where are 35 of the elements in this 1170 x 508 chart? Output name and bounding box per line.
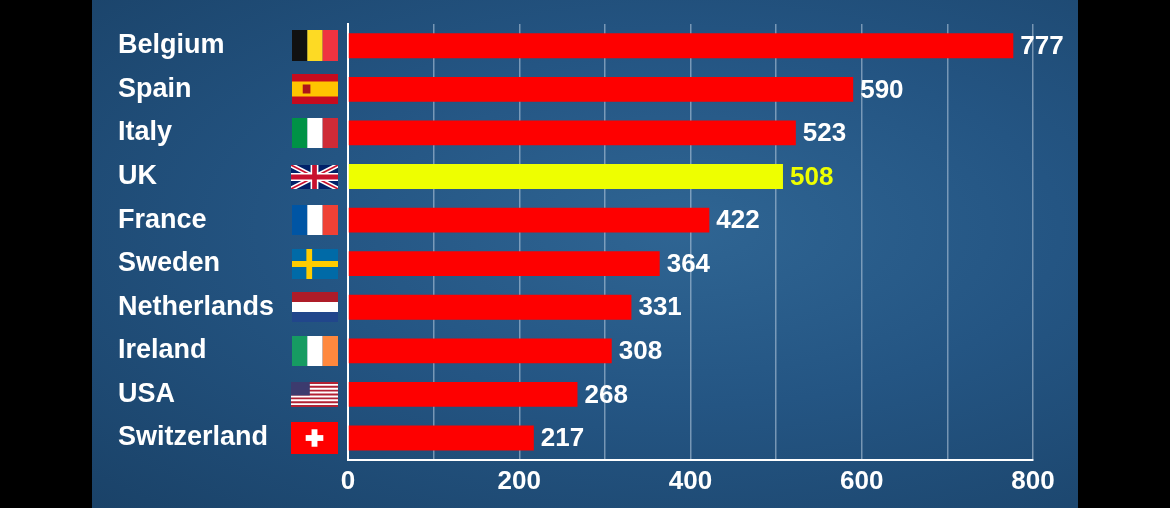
y-tick-label: France: [118, 203, 207, 234]
y-tick-label: Ireland: [118, 334, 207, 365]
bar: [348, 33, 1014, 59]
data-label: 508: [789, 160, 834, 191]
y-tick-label: Italy: [118, 116, 173, 147]
y-tick-label: UK: [118, 159, 158, 190]
y-tick-label: Spain: [118, 72, 192, 103]
y-tick-label: Netherlands: [118, 290, 275, 321]
data-label: 777: [1020, 29, 1064, 60]
bar: [348, 251, 660, 277]
y-tick-label: Switzerland: [118, 421, 269, 452]
bar: [348, 164, 783, 189]
data-label: 422: [716, 204, 760, 235]
bar: [348, 425, 534, 451]
x-tick-label: 400: [668, 464, 713, 495]
x-tick-label: 0: [340, 464, 356, 495]
x-tick-label: 600: [840, 464, 884, 495]
x-tick-label: 200: [497, 464, 541, 495]
data-label: 590: [860, 73, 904, 104]
x-tick-label: 800: [1011, 464, 1055, 495]
bar: [348, 382, 578, 407]
data-label: 308: [618, 335, 663, 366]
data-label: 331: [638, 291, 682, 322]
data-label: 268: [584, 378, 628, 409]
data-label: 523: [802, 117, 847, 148]
y-tick-label: USA: [118, 377, 176, 408]
bar: [348, 294, 632, 320]
y-tick-label: Belgium: [118, 29, 225, 60]
bar: [348, 76, 854, 102]
data-label: 217: [540, 422, 585, 453]
bar: [348, 338, 612, 364]
data-label: 364: [666, 247, 711, 278]
bar: [348, 207, 710, 233]
y-tick-label: Sweden: [118, 247, 221, 278]
bar: [348, 120, 796, 146]
